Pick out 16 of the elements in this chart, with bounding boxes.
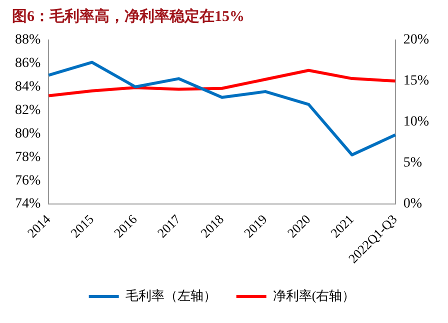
y-tick-label: 84% — [14, 80, 41, 95]
legend-label: 毛利率（左轴） — [125, 288, 216, 303]
y2-tick-label: 5% — [403, 156, 422, 171]
y-tick-label: 82% — [14, 102, 41, 118]
legend-label: 净利率(右轴） — [272, 288, 356, 303]
y-tick-label: 86% — [14, 56, 41, 72]
y-tick-label: 80% — [14, 126, 41, 142]
y-tick-label: 88% — [14, 32, 41, 48]
y-tick-label: 78% — [14, 150, 41, 165]
y2-tick-label: 10% — [403, 114, 430, 130]
y-tick-label: 76% — [14, 173, 41, 188]
y2-tick-label: 0% — [403, 196, 422, 212]
chart-title: 图6：毛利率高，净利率稳定在15% — [12, 6, 244, 25]
y2-tick-label: 20% — [403, 32, 430, 48]
y2-tick-label: 15% — [403, 74, 430, 89]
y-tick-label: 74% — [14, 196, 41, 212]
